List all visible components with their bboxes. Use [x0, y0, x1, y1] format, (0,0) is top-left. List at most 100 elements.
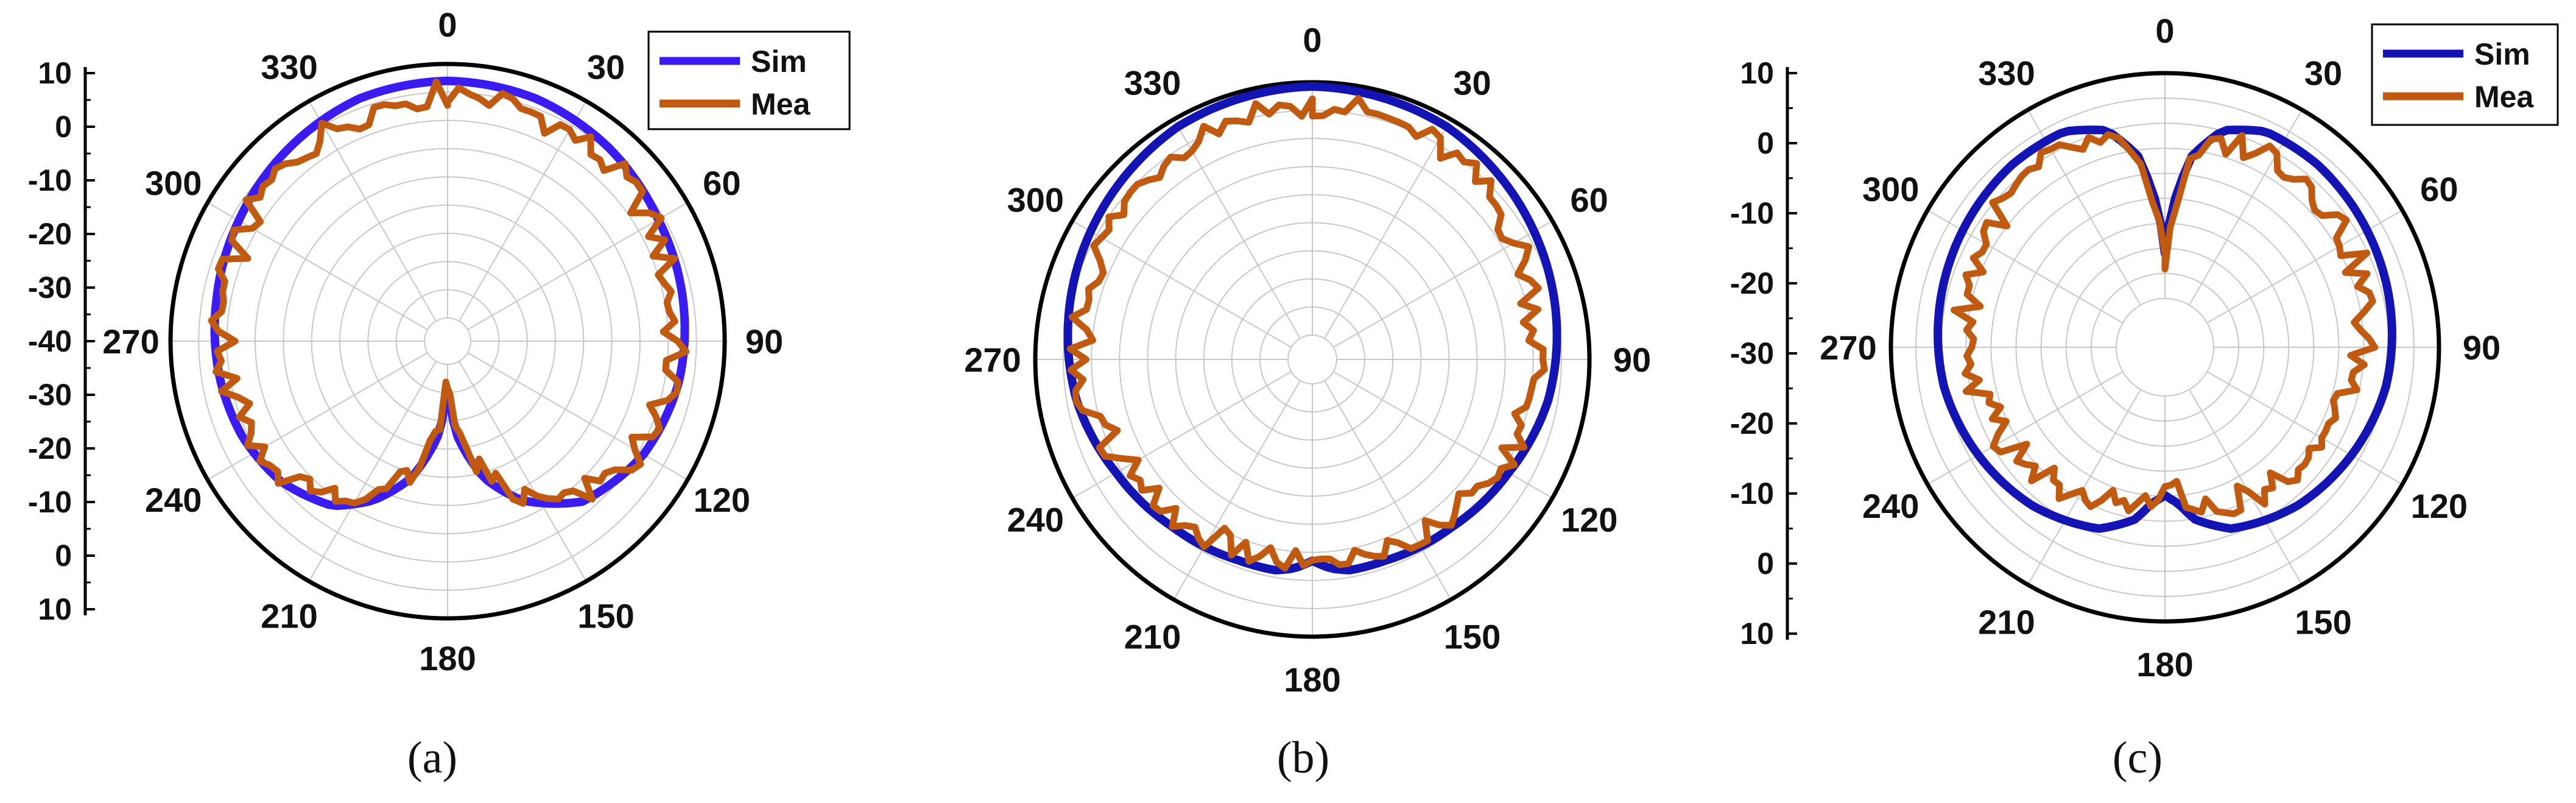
angle-label: 180 — [2136, 645, 2193, 684]
radial-tick-label: -30 — [28, 378, 72, 412]
angle-label: 210 — [1978, 603, 2035, 641]
grid-spoke — [1173, 380, 1301, 600]
series-sim-line — [1934, 126, 2396, 533]
angle-label: 0 — [1303, 21, 1321, 59]
panel-c-angle-labels: 0 30 60 90 120 150 180 210 240 270 300 330 — [1820, 12, 2500, 684]
grid-spoke — [467, 202, 688, 330]
grid-spoke — [467, 352, 688, 481]
angle-label: 180 — [419, 639, 476, 677]
grid-spoke — [1333, 371, 1553, 499]
angle-label: 150 — [577, 596, 634, 635]
panel-c: 10 0 -10 -20 -30 -20 -10 0 10 0 30 60 90 120 150 180 21… — [1730, 12, 2559, 783]
caption-b: (b) — [1277, 733, 1329, 783]
grid-spoke — [1072, 371, 1292, 499]
radial-tick-label: -30 — [1730, 336, 1774, 370]
panel-a-series — [208, 76, 690, 510]
angle-label: 60 — [2420, 170, 2458, 208]
angle-label: 90 — [745, 322, 783, 361]
angle-label: 180 — [1284, 660, 1340, 699]
radial-tick-label: -20 — [1730, 406, 1774, 440]
caption-a: (a) — [407, 733, 457, 783]
grid-spoke — [1927, 210, 2124, 324]
angle-label: 300 — [1007, 181, 1064, 219]
panel-b: 0 30 60 90 120 150 180 210 240 270 300 330 (b) — [964, 21, 1651, 783]
grid-spoke — [207, 352, 428, 481]
radial-tick-label: -30 — [28, 271, 72, 305]
angle-label: 270 — [1820, 328, 1876, 367]
angle-label: 120 — [1561, 501, 1617, 539]
series-mea-line — [1066, 94, 1548, 572]
radial-tick-label: 10 — [1740, 617, 1774, 651]
grid-spoke — [2027, 389, 2141, 585]
panel-a-angle-labels: 0 30 60 90 120 150 180 210 240 270 300 330 — [102, 5, 783, 677]
angle-label: 0 — [2155, 12, 2174, 50]
radial-tick-label: 0 — [1757, 547, 1774, 581]
series-mea-line — [1951, 131, 2379, 517]
grid-spoke — [1927, 371, 2124, 485]
radial-tick-label: -20 — [1730, 266, 1774, 300]
radial-tick-label: 10 — [38, 592, 72, 626]
grid-spoke — [459, 101, 587, 322]
inner-hole-circle — [1287, 334, 1337, 384]
inner-hole-circle — [424, 317, 471, 365]
radial-tick-label: -10 — [1730, 476, 1774, 511]
angle-label: 270 — [964, 341, 1021, 379]
panel-b-series — [1063, 82, 1561, 575]
angle-label: 300 — [1862, 170, 1919, 208]
radial-tick-label: 0 — [55, 539, 72, 573]
grid-spoke — [459, 361, 587, 582]
outer-ring — [168, 62, 727, 621]
legend-label: Mea — [2474, 80, 2534, 114]
angle-label: 120 — [2411, 487, 2468, 525]
legend-box — [2371, 23, 2559, 126]
angle-label: 240 — [1007, 501, 1064, 539]
angle-label: 210 — [261, 596, 317, 635]
panel-c-series — [1934, 126, 2396, 533]
panel-a: 10 0 -10 -20 -30 -40 -30 -20 -10 0 10 0 30 60 90 120 15… — [28, 5, 851, 783]
angle-label: 330 — [1978, 54, 2035, 93]
angle-label: 90 — [1613, 341, 1651, 379]
angle-label: 330 — [261, 48, 317, 87]
series-mea-line — [208, 78, 690, 507]
grid-spoke — [1324, 119, 1452, 339]
radial-tick-label: -40 — [28, 324, 72, 358]
angle-label: 60 — [703, 164, 741, 202]
panel-a-legend: Sim Mea — [647, 30, 851, 130]
angle-label: 0 — [438, 5, 457, 44]
series-sim-line — [210, 76, 689, 510]
panel-b-angle-labels: 0 30 60 90 120 150 180 210 240 270 300 330 — [964, 21, 1651, 699]
legend-label: Mea — [751, 87, 811, 121]
radial-tick-label: 0 — [55, 110, 72, 144]
angle-label: 30 — [1453, 63, 1491, 102]
grid-spoke — [308, 101, 437, 322]
angle-label: 150 — [1444, 618, 1501, 656]
angle-label: 240 — [145, 481, 202, 519]
legend-label: Sim — [2474, 37, 2530, 71]
radial-tick-label: -10 — [1730, 196, 1774, 230]
angle-label: 30 — [587, 48, 625, 87]
radial-tick-label: -10 — [28, 163, 72, 197]
angle-label: 150 — [2295, 603, 2351, 641]
radial-tick-label: -10 — [28, 485, 72, 519]
panel-a-grid — [168, 62, 727, 621]
legend-box — [647, 30, 851, 130]
panel-a-raxis: 10 0 -10 -20 -30 -40 -30 -20 -10 0 10 — [28, 56, 95, 626]
radial-tick-label: 10 — [1740, 56, 1774, 90]
angle-label: 240 — [1862, 487, 1919, 525]
angle-label: 210 — [1124, 618, 1181, 656]
grid-spoke — [207, 202, 428, 330]
angle-label: 270 — [102, 322, 159, 361]
outer-ring — [1888, 71, 2441, 624]
radial-tick-label: 10 — [38, 56, 72, 90]
radial-tick-label: -20 — [28, 431, 72, 465]
panel-c-raxis: 10 0 -10 -20 -30 -20 -10 0 10 — [1730, 56, 1797, 651]
angle-label: 300 — [145, 164, 202, 202]
legend-label: Sim — [751, 44, 807, 79]
angle-label: 30 — [2304, 54, 2342, 93]
radial-tick-label: -20 — [28, 217, 72, 251]
angle-label: 120 — [694, 481, 750, 519]
panel-b-grid — [1033, 80, 1592, 639]
angle-label: 90 — [2463, 328, 2500, 367]
grid-spoke — [1324, 380, 1452, 600]
